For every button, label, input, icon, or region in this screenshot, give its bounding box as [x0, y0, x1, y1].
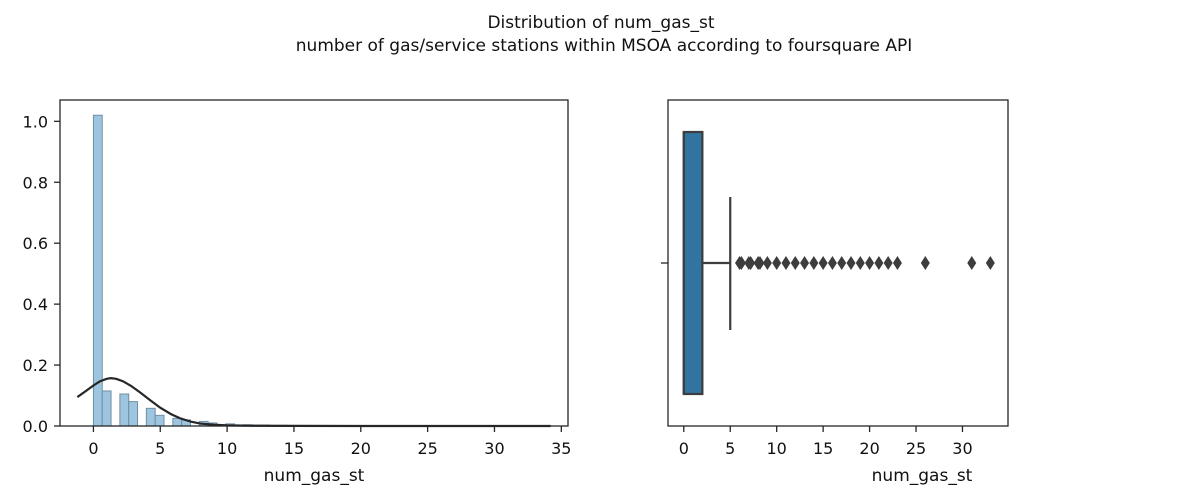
boxplot-outlier-point: [892, 256, 902, 270]
histogram-x-tick-label: 30: [484, 439, 504, 458]
boxplot-outlier-point: [818, 256, 828, 270]
boxplot-outlier-point: [837, 256, 847, 270]
histogram-y-ticks: 0.0 0.2 0.4 0.6 0.8 1.0: [23, 112, 60, 436]
boxplot-box: [682, 130, 704, 396]
boxplot-outlier-point: [781, 256, 791, 270]
histogram-x-tick-label: 20: [351, 439, 371, 458]
boxplot-x-tick-label: 5: [725, 439, 735, 458]
boxplot-x-tick-label: 15: [813, 439, 833, 458]
histogram-axes-frame: [59, 99, 569, 427]
boxplot-outlier-point: [846, 256, 856, 270]
histogram-x-axis-label: num_gas_st: [264, 466, 365, 486]
histogram-bar: [128, 401, 139, 427]
boxplot-x-axis-label: num_gas_st: [872, 466, 973, 486]
boxplot-outlier-point: [855, 256, 865, 270]
boxplot-x-tick-label: 25: [906, 439, 926, 458]
boxplot-outliers: [735, 256, 995, 270]
boxplot-x-ticks: 0 5 10 15 20 25 30: [679, 426, 973, 458]
boxplot-outlier-point: [772, 256, 782, 270]
histogram-y-tick-label: 0.4: [23, 295, 48, 314]
histogram-y-tick-label: 0.0: [23, 417, 48, 436]
boxplot-outlier-point: [746, 256, 756, 270]
boxplot-outlier-point: [736, 256, 746, 270]
histogram-bar: [119, 393, 130, 427]
boxplot-outlier-point: [865, 256, 875, 270]
histogram-bar: [154, 414, 165, 427]
boxplot-outlier-point: [985, 256, 995, 270]
histogram-bar: [92, 114, 103, 427]
figure-subtitle: number of gas/service stations within MS…: [296, 36, 912, 56]
boxplot-outlier-point: [920, 256, 930, 270]
boxplot-outlier-point: [800, 256, 810, 270]
boxplot-outlier-point: [809, 256, 819, 270]
boxplot-outlier-point: [874, 256, 884, 270]
histogram-x-tick-label: 0: [88, 439, 98, 458]
histogram-x-tick-label: 5: [155, 439, 165, 458]
boxplot-x-tick-label: 0: [679, 439, 689, 458]
histogram-y-tick-label: 0.8: [23, 173, 48, 192]
boxplot-outlier-point: [967, 256, 977, 270]
boxplot-outlier-point: [883, 256, 893, 270]
histogram-x-ticks: 0 5 10 15 20 25 30 35: [88, 426, 571, 458]
histogram-y-tick-label: 0.6: [23, 234, 48, 253]
figure-title: Distribution of num_gas_st: [487, 13, 714, 33]
boxplot-outlier-point: [827, 256, 837, 270]
histogram-x-tick-label: 10: [217, 439, 237, 458]
boxplot-panel: 0 5 10 15 20 25 30 num_gas_st: [661, 99, 1009, 486]
boxplot-outlier-point: [762, 256, 772, 270]
boxplot-x-tick-label: 30: [952, 439, 972, 458]
boxplot-x-tick-label: 20: [859, 439, 879, 458]
boxplot-outlier-point: [790, 256, 800, 270]
histogram-x-tick-label: 25: [417, 439, 437, 458]
histogram-x-tick-label: 15: [284, 439, 304, 458]
histogram-x-tick-label: 35: [551, 439, 571, 458]
boxplot-outlier-point: [755, 256, 765, 270]
histogram-y-tick-label: 0.2: [23, 356, 48, 375]
histogram-panel: 0 5 10 15 20 25 30 35 0.0 0.2 0.4 0.6 0.8 1.0 num_ga…: [23, 99, 571, 486]
histogram-bars: [92, 114, 544, 427]
histogram-y-tick-label: 1.0: [23, 112, 48, 131]
histogram-bar: [145, 407, 156, 427]
boxplot-x-tick-label: 10: [767, 439, 787, 458]
histogram-bar: [101, 390, 112, 427]
